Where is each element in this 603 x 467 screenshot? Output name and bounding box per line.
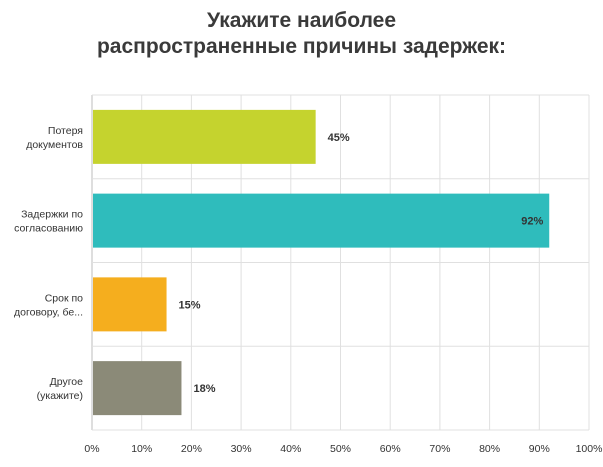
x-tick-label: 30%	[231, 443, 252, 455]
x-tick-label: 40%	[280, 443, 301, 455]
category-label: Задержки по	[21, 209, 83, 221]
x-tick-label: 90%	[529, 443, 550, 455]
data-label: 45%	[328, 132, 350, 144]
category-label: Другое	[50, 376, 84, 388]
bar-2	[93, 277, 167, 332]
bar-1	[93, 193, 550, 248]
x-tick-label: 0%	[84, 443, 99, 455]
data-label: 15%	[179, 299, 201, 311]
data-label: 92%	[521, 216, 543, 228]
x-tick-label: 100%	[576, 443, 603, 455]
category-label: договору, бе...	[14, 306, 83, 318]
data-label: 18%	[193, 383, 215, 395]
x-tick-label: 70%	[429, 443, 450, 455]
category-label: согласованию	[14, 223, 83, 235]
bar-0	[93, 109, 316, 164]
chart-title-line-1: Укажите наиболее	[206, 9, 397, 32]
bars	[93, 109, 550, 416]
category-label: Срок по	[45, 292, 83, 304]
x-tick-label: 50%	[330, 443, 351, 455]
labels: 0% 10% 20% 30% 40% 50% 60% 70% 80% 90% 100% Потеря д…	[14, 125, 602, 455]
chart-title-line-2: распространенные причины задержек:	[96, 35, 507, 58]
category-label: (укажите)	[37, 390, 83, 402]
category-label: документов	[26, 139, 83, 151]
category-label: Потеря	[48, 125, 83, 137]
chart-title: Укажите наиболее распространенные причин…	[0, 8, 603, 60]
x-tick-label: 20%	[181, 443, 202, 455]
bar-3	[93, 361, 182, 416]
x-tick-label: 10%	[131, 443, 152, 455]
x-tick-label: 80%	[479, 443, 500, 455]
x-tick-label: 60%	[380, 443, 401, 455]
